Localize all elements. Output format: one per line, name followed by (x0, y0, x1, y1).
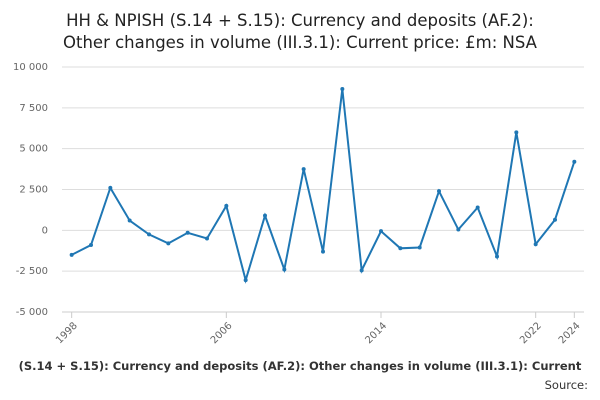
chart-title: HH & NPISH (S.14 + S.15): Currency and d… (66, 11, 534, 30)
footer: (S.14 + S.15): Currency and deposits (AF… (19, 359, 582, 373)
data-point (127, 218, 132, 223)
data-point (572, 159, 577, 164)
y-tick-label: 10 000 (13, 62, 48, 73)
data-point (379, 229, 383, 234)
data-point (282, 267, 287, 272)
y-tick-label: 7 500 (19, 103, 48, 114)
data-point (533, 242, 538, 247)
data-point (495, 254, 499, 259)
data-point (359, 268, 364, 273)
chart-title: Other changes in volume (III.3.1): Curre… (63, 33, 538, 52)
data-point (417, 245, 422, 250)
data-point (321, 249, 325, 254)
y-tick-label: 0 (42, 225, 48, 236)
y-tick-label: 2 500 (19, 185, 48, 196)
data-point (89, 243, 93, 248)
x-tick-label: 2006 (209, 320, 235, 346)
data-point (340, 87, 345, 92)
data-point (301, 167, 306, 172)
data-point (263, 213, 267, 218)
data-point (224, 203, 229, 208)
data-point (514, 130, 519, 135)
data-point (456, 227, 461, 232)
data-point (243, 278, 248, 283)
x-tick-label: 2014 (363, 320, 389, 346)
data-point (108, 185, 113, 190)
data-point (147, 232, 151, 237)
data-point (166, 241, 171, 246)
y-tick-label: -5 000 (16, 307, 48, 318)
data-point (437, 189, 441, 194)
y-tick-label: 5 000 (19, 144, 48, 155)
data-point (185, 230, 190, 235)
data-point (475, 205, 480, 210)
data-point (69, 252, 74, 257)
x-tick-label: 1998 (54, 320, 80, 346)
data-point (553, 217, 557, 222)
data-point (205, 236, 209, 241)
source: Source: (545, 378, 588, 392)
x-tick-label: 2022 (518, 320, 544, 346)
y-tick-label: -2 500 (16, 266, 48, 277)
data-point (398, 246, 403, 251)
x-tick-label: 2024 (557, 320, 583, 346)
